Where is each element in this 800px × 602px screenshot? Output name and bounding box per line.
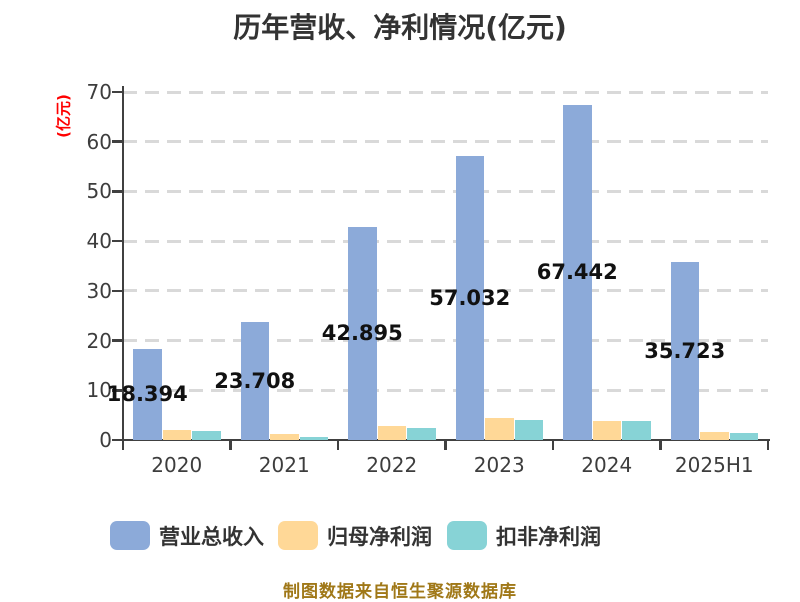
bar-扣非净利润-2022 (407, 428, 436, 440)
legend-label: 营业总收入 (159, 524, 264, 549)
y-tick-30 (112, 289, 123, 293)
bar-营业总收入-2025H1 (670, 262, 699, 440)
bar-营业总收入-2020 (133, 348, 162, 440)
x-tick-5 (659, 441, 662, 450)
y-tick-50 (112, 190, 123, 193)
x-tick-label-2024: 2024 (581, 453, 633, 477)
y-tick-label-10: 10 (86, 378, 112, 403)
x-tick-label-2023: 2023 (473, 453, 525, 477)
x-tick-label-2022: 2022 (366, 453, 418, 477)
y-tick-label-20: 20 (86, 328, 112, 353)
legend-item-营业总收入: 营业总收入 (110, 521, 264, 550)
bar-营业总收入-2023 (455, 156, 484, 440)
y-tick-label-60: 60 (86, 129, 112, 154)
bar-归母净利润-2025H1 (700, 432, 729, 440)
bar-营业总收入-2021 (240, 322, 269, 440)
chart-title: 历年营收、净利情况(亿元) (233, 11, 567, 44)
bar-value-label-2021: 23.708 (214, 369, 296, 394)
y-tick-40 (112, 239, 123, 243)
x-tick-0 (121, 441, 125, 450)
bar-归母净利润-2024 (592, 420, 622, 440)
legend-swatch-icon (278, 521, 318, 550)
gridline-50 (123, 189, 768, 193)
bar-归母净利润-2021 (270, 434, 299, 440)
x-tick-label-2021: 2021 (258, 453, 310, 477)
y-tick-70 (112, 90, 123, 94)
y-tick-20 (112, 339, 123, 342)
y-tick-label-50: 50 (86, 179, 112, 204)
y-tick-label-0: 0 (99, 428, 112, 452)
bar-营业总收入-2022 (348, 226, 377, 440)
y-tick-10 (112, 389, 123, 392)
bar-扣非净利润-2020 (192, 431, 221, 440)
bar-扣非净利润-2023 (514, 419, 544, 440)
legend-label: 扣非净利润 (496, 524, 601, 549)
gridline-10 (123, 388, 768, 392)
x-axis-line (121, 438, 770, 442)
bar-营业总收入-2024 (563, 104, 592, 440)
gridline-30 (123, 289, 768, 293)
gridline-60 (123, 140, 768, 144)
bar-归母净利润-2023 (485, 418, 514, 440)
bar-扣非净利润-2025H1 (729, 433, 759, 440)
legend-label: 归母净利润 (327, 524, 432, 549)
bar-归母净利润-2022 (377, 426, 407, 440)
bar-value-label-2023: 57.032 (429, 286, 511, 311)
x-tick-2 (336, 441, 340, 450)
bar-扣非净利润-2021 (299, 437, 329, 440)
x-tick-4 (551, 441, 555, 450)
legend-item-归母净利润: 归母净利润 (278, 521, 432, 550)
y-axis-line (121, 86, 125, 442)
bar-归母净利润-2020 (162, 429, 192, 440)
y-tick-label-70: 70 (86, 80, 112, 104)
gridline-20 (123, 339, 768, 343)
x-tick-6 (766, 441, 770, 450)
bar-value-label-2024: 67.442 (536, 260, 618, 285)
gridline-40 (123, 239, 768, 243)
y-tick-60 (112, 140, 123, 143)
bar-value-label-2022: 42.895 (321, 321, 403, 346)
legend-swatch-icon (447, 521, 487, 550)
bar-扣非净利润-2024 (622, 421, 651, 440)
y-tick-0 (112, 438, 123, 442)
x-tick-1 (229, 441, 232, 450)
y-tick-label-40: 40 (86, 229, 112, 254)
y-tick-label-30: 30 (86, 278, 112, 303)
x-tick-label-2020: 2020 (151, 453, 203, 477)
gridline-70 (123, 90, 768, 94)
legend-item-扣非净利润: 扣非净利润 (447, 521, 601, 550)
x-tick-3 (444, 441, 447, 450)
bar-value-label-2020: 18.394 (106, 382, 188, 407)
bar-value-label-2025H1: 35.723 (644, 339, 726, 364)
data-source-note: 制图数据来自恒生聚源数据库 (283, 582, 517, 602)
legend-swatch-icon (110, 521, 150, 550)
x-tick-label-2025H1: 2025H1 (674, 453, 754, 477)
